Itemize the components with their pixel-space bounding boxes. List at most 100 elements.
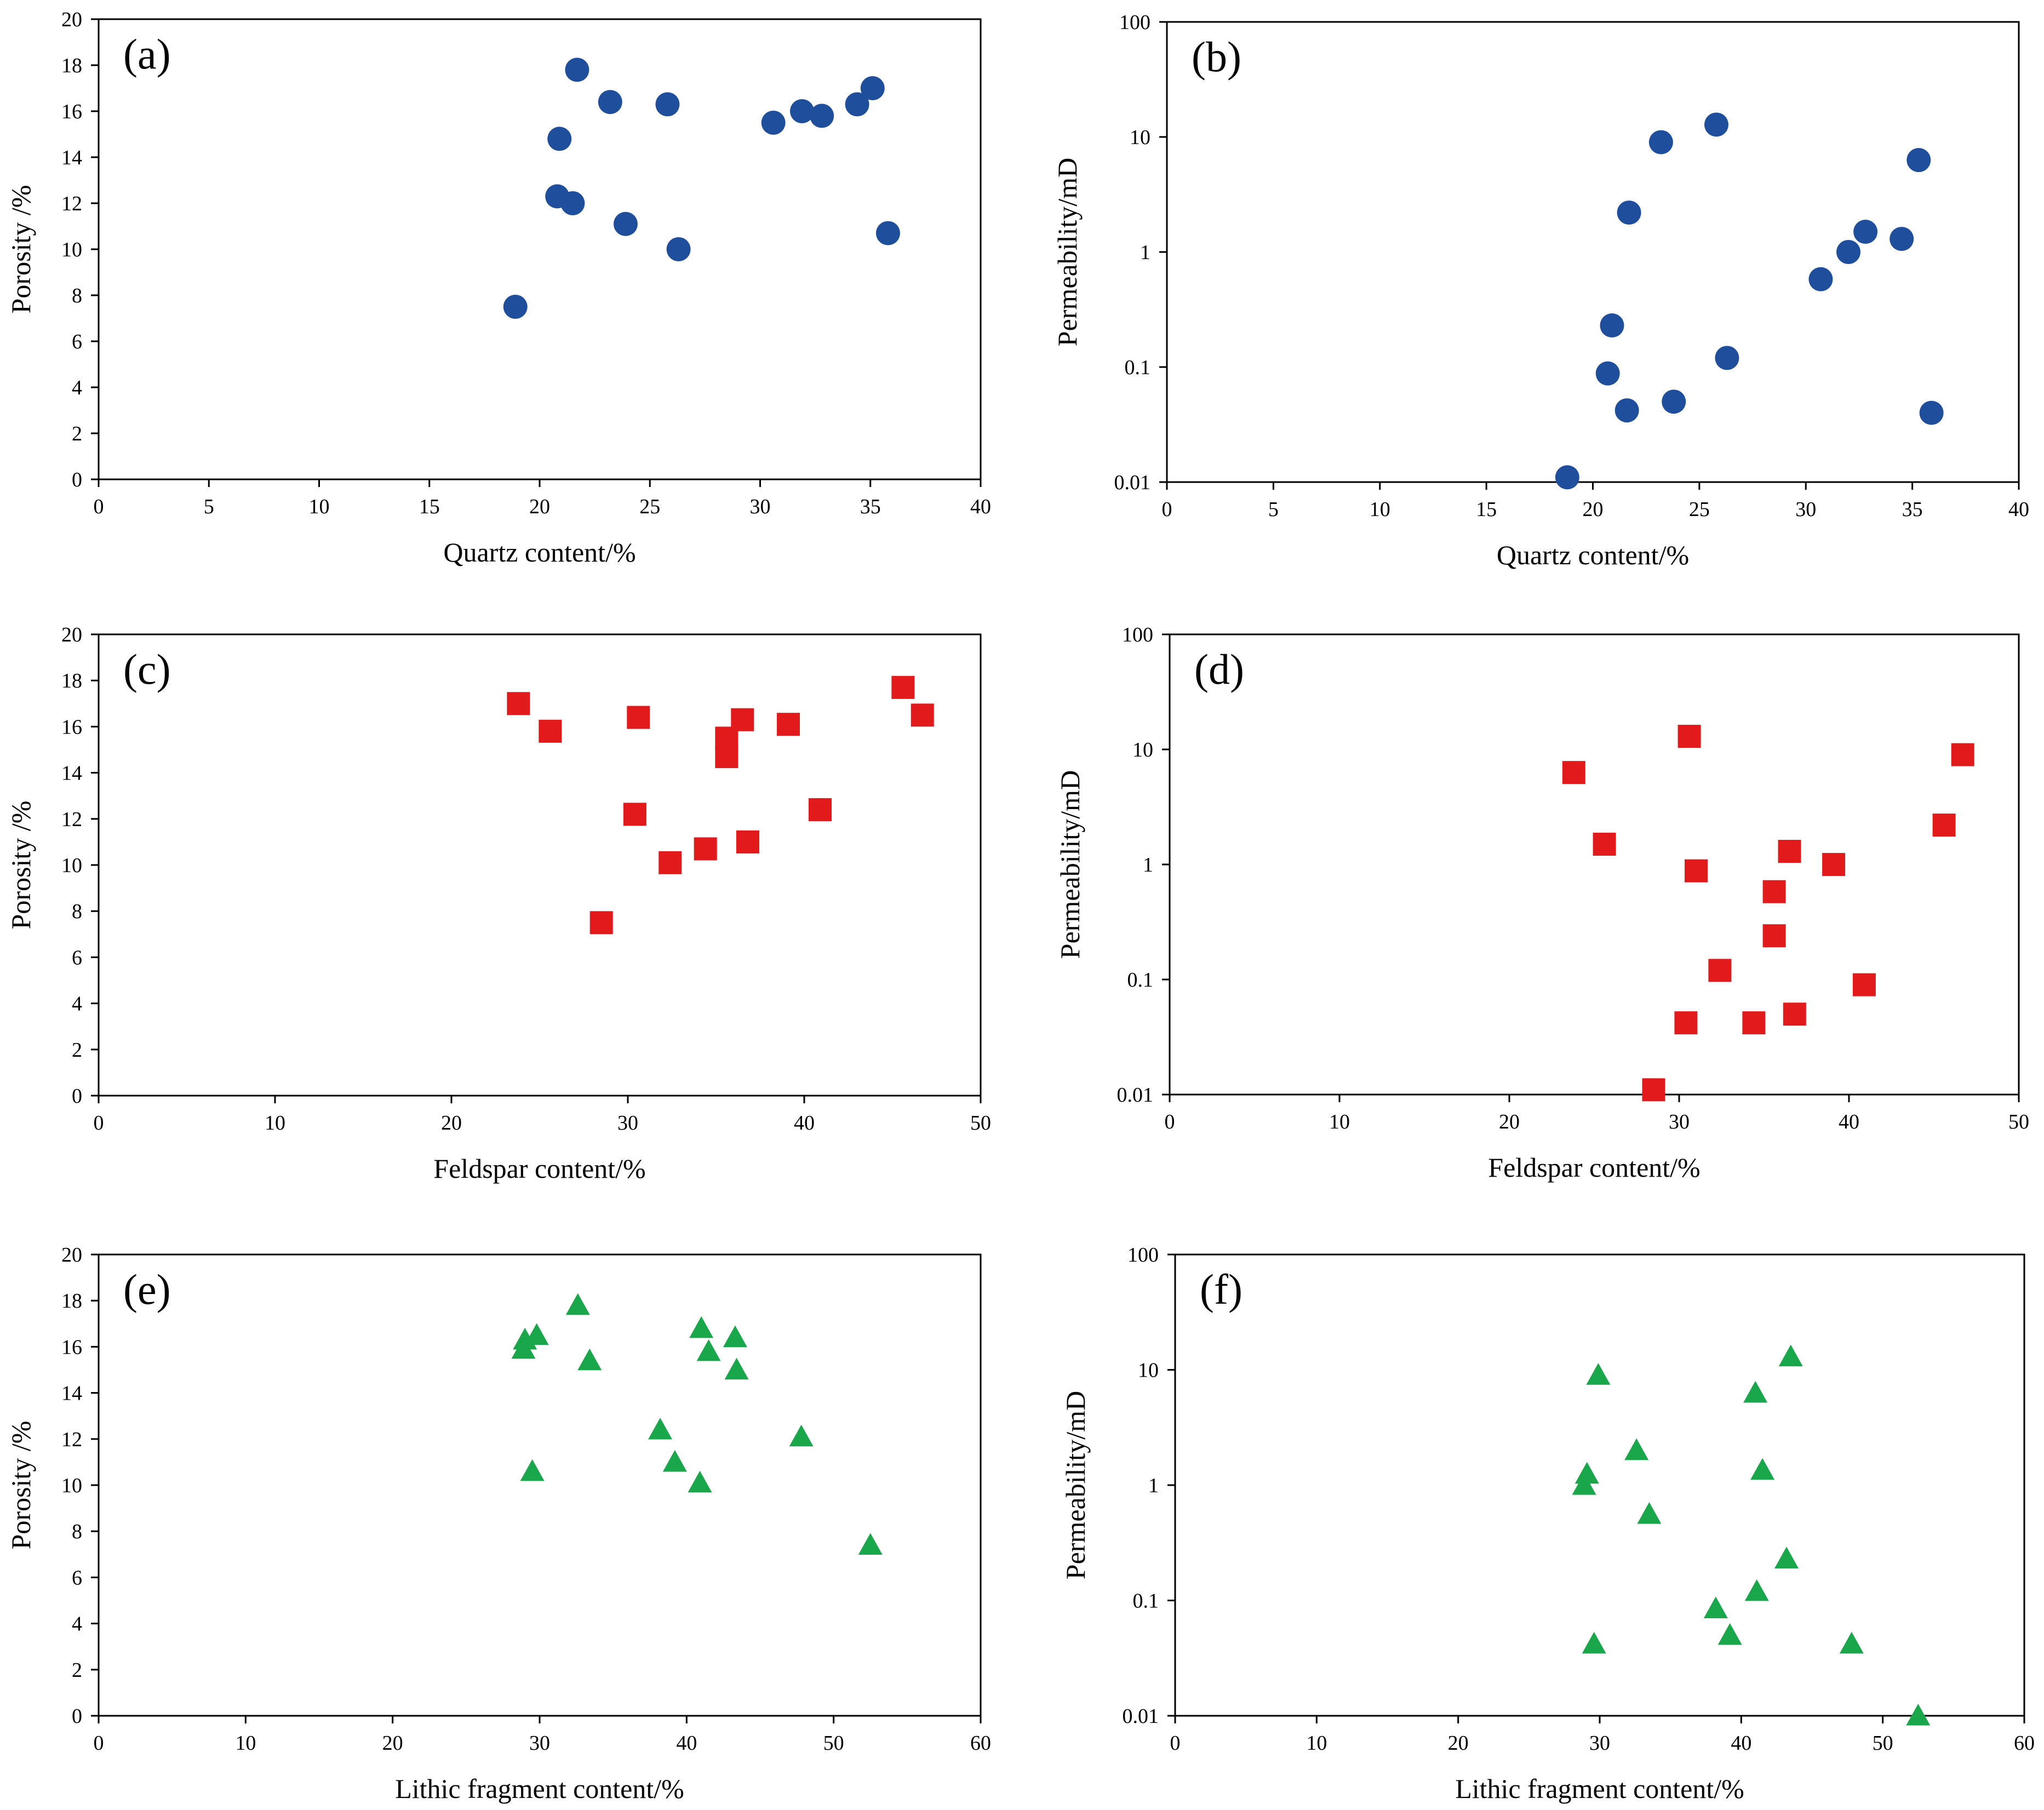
x-tick-label: 60 [2014, 1732, 2035, 1755]
panel-c: 0 10 20 30 40 50 0 2 4 6 8 10 12 14 16 18 20 Feldspar con… [5, 623, 991, 1184]
data-point [1600, 313, 1624, 338]
data-point [520, 1459, 545, 1481]
data-point [1743, 1381, 1768, 1403]
y-tick-label: 20 [61, 1244, 82, 1267]
data-point [1750, 1458, 1775, 1480]
x-axis-title: Quartz content/% [443, 537, 635, 568]
data-point [1906, 1704, 1931, 1726]
data-point [1642, 1078, 1665, 1102]
y-tick-label: 16 [61, 100, 82, 123]
x-tick-label: 15 [419, 495, 440, 518]
data-point [1822, 853, 1846, 876]
x-tick-label: 30 [617, 1112, 638, 1135]
data-point [1637, 1502, 1662, 1524]
x-tick-label: 30 [1669, 1110, 1690, 1133]
y-tick-label: 18 [61, 1290, 82, 1313]
y-axis-title: Porosity /% [5, 801, 36, 930]
panel-label: (c) [123, 645, 171, 693]
panel-label: (a) [123, 30, 171, 78]
data-point [1778, 1344, 1803, 1367]
x-tick-label: 50 [970, 1112, 991, 1135]
y-tick-label: 100 [1127, 1244, 1159, 1267]
x-tick-label: 35 [1902, 498, 1923, 521]
data-point [789, 1424, 814, 1447]
y-tick-label: 6 [72, 1566, 82, 1589]
y-tick-label: 10 [1130, 126, 1150, 149]
data-point [560, 191, 585, 215]
x-tick-label: 20 [382, 1732, 403, 1755]
x-tick-label: 20 [441, 1112, 462, 1135]
y-tick-label: 16 [61, 1336, 82, 1359]
x-tick-label: 0 [1162, 498, 1172, 521]
data-point [623, 803, 646, 826]
y-tick-label: 6 [72, 330, 82, 353]
y-tick-label: 14 [61, 1382, 82, 1405]
y-tick-label: 8 [72, 1520, 82, 1543]
x-tick-label: 5 [204, 495, 214, 518]
data-point [1674, 1011, 1698, 1035]
data-point [696, 1339, 721, 1361]
y-tick-label: 8 [72, 284, 82, 307]
x-tick-label: 40 [1731, 1732, 1751, 1755]
panel-label: (b) [1192, 33, 1241, 81]
x-tick-label: 50 [1873, 1732, 1893, 1755]
y-tick-label: 0.01 [1114, 471, 1151, 494]
data-point [1685, 859, 1708, 883]
data-point [1853, 220, 1878, 244]
y-axis-title: Porosity /% [5, 1421, 36, 1550]
panel-label: (e) [123, 1265, 171, 1313]
y-tick-label: 4 [72, 1613, 82, 1636]
y-tick-label: 18 [61, 669, 82, 692]
data-point [858, 1533, 883, 1555]
x-tick-label: 25 [639, 495, 660, 518]
y-tick-label: 8 [72, 900, 82, 923]
y-tick-label: 18 [61, 54, 82, 77]
data-point [1593, 833, 1616, 856]
y-tick-label: 0.1 [1127, 969, 1154, 992]
y-tick-label: 12 [61, 192, 82, 215]
panel-f: 0 10 20 30 40 50 60 0.01 0.1 1 10 100 Lithic fragmen… [1060, 1244, 2035, 1804]
data-point [1662, 390, 1686, 414]
y-tick-label: 0.1 [1133, 1590, 1159, 1613]
x-tick-label: 5 [1268, 498, 1279, 521]
plot-frame [98, 18, 982, 480]
data-point [1742, 1011, 1766, 1035]
x-tick-label: 10 [265, 1112, 285, 1135]
x-tick-label: 30 [1589, 1732, 1610, 1755]
y-tick-label: 0.01 [1117, 1084, 1154, 1107]
data-point [1715, 346, 1739, 370]
y-axis-title: Permeability/mD [1060, 1391, 1091, 1579]
data-point [736, 830, 759, 854]
x-tick-label: 0 [1165, 1110, 1175, 1133]
y-tick-label: 100 [1122, 623, 1153, 646]
data-point [598, 90, 622, 114]
data-point [731, 708, 754, 731]
y-tick-label: 0.01 [1123, 1705, 1159, 1728]
y-tick-label: 12 [61, 808, 82, 831]
y-tick-label: 16 [61, 715, 82, 738]
x-tick-label: 0 [94, 495, 104, 518]
data-point [777, 713, 800, 736]
x-tick-label: 10 [1306, 1732, 1327, 1755]
data-point [1614, 398, 1639, 423]
data-point [1677, 725, 1701, 748]
x-tick-label: 40 [794, 1112, 815, 1135]
y-tick-label: 100 [1119, 11, 1150, 34]
x-axis-title: Feldspar content/% [1488, 1152, 1700, 1183]
data-point [723, 1325, 747, 1348]
data-point [1932, 814, 1956, 837]
x-tick-label: 20 [1583, 498, 1604, 521]
x-axis-title: Feldspar content/% [433, 1153, 645, 1184]
plot-frame [98, 1253, 982, 1717]
data-point [715, 745, 738, 769]
y-tick-label: 12 [61, 1428, 82, 1451]
y-tick-label: 4 [72, 376, 82, 399]
data-point [1582, 1631, 1606, 1654]
x-tick-label: 0 [94, 1112, 104, 1135]
data-point [1717, 1623, 1742, 1645]
panel-e: 0 10 20 30 40 50 60 0 2 4 6 8 10 12 14 16 18 20 Lithic fra… [5, 1244, 991, 1804]
x-tick-label: 30 [529, 1732, 550, 1755]
data-point [1774, 1546, 1799, 1568]
y-tick-label: 20 [61, 8, 82, 31]
panel-label: (d) [1194, 645, 1244, 693]
